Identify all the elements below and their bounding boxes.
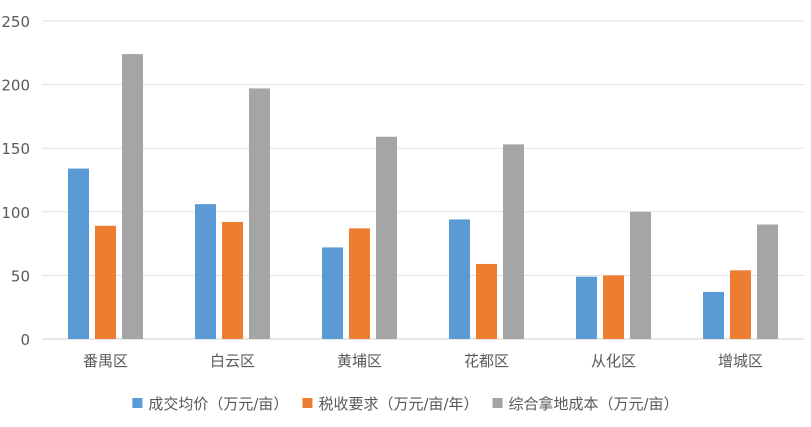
legend-label: 综合拿地成本（万元/亩）: [509, 395, 679, 413]
x-category-label: 从化区: [591, 352, 636, 370]
legend-swatch-series0: [132, 398, 143, 408]
bar-series2-2: [376, 136, 397, 339]
x-category-label: 增城区: [718, 352, 763, 370]
bar-series0-3: [449, 219, 470, 339]
bar-series1-1: [222, 221, 243, 339]
bar-series2-4: [630, 211, 651, 339]
bar-series0-1: [195, 204, 216, 339]
bar-series0-2: [322, 247, 343, 339]
legend: 成交均价（万元/亩） 税收要求（万元/亩/年） 综合拿地成本（万元/亩）: [132, 395, 679, 413]
y-tick-label: 100: [1, 204, 30, 222]
legend-swatch-series1: [302, 398, 313, 408]
gridlines: [42, 20, 804, 340]
y-tick-label: 250: [1, 13, 30, 31]
y-axis-tick-labels: 0 50 100 150 200 250: [1, 13, 30, 349]
bar-series0-0: [68, 168, 89, 339]
bar-series1-2: [349, 228, 370, 339]
x-category-label: 黄埔区: [337, 352, 382, 370]
bar-series1-3: [476, 263, 497, 339]
y-tick-label: 200: [1, 77, 30, 95]
bar-series0-4: [576, 276, 597, 339]
bar-series2-0: [122, 54, 143, 340]
legend-label: 税收要求（万元/亩/年）: [318, 395, 478, 413]
bar-series0-5: [703, 291, 724, 339]
x-category-label: 白云区: [210, 352, 255, 370]
y-tick-label: 50: [11, 267, 30, 285]
bar-series1-4: [603, 275, 624, 339]
bar-series2-3: [503, 144, 524, 339]
bar-series2-1: [249, 88, 270, 339]
x-category-label: 花都区: [464, 352, 509, 370]
bar-series1-0: [95, 225, 116, 339]
y-tick-label: 0: [20, 331, 30, 349]
bar-series2-5: [757, 224, 778, 339]
x-category-label: 番禺区: [83, 352, 128, 370]
y-tick-label: 150: [1, 140, 30, 158]
legend-label: 成交均价（万元/亩）: [148, 395, 288, 413]
x-axis-category-labels: 番禺区 白云区 黄埔区 花都区 从化区 增城区: [83, 352, 763, 370]
bars: [68, 54, 778, 340]
legend-swatch-series2: [492, 398, 503, 408]
bar-series1-5: [730, 270, 751, 339]
